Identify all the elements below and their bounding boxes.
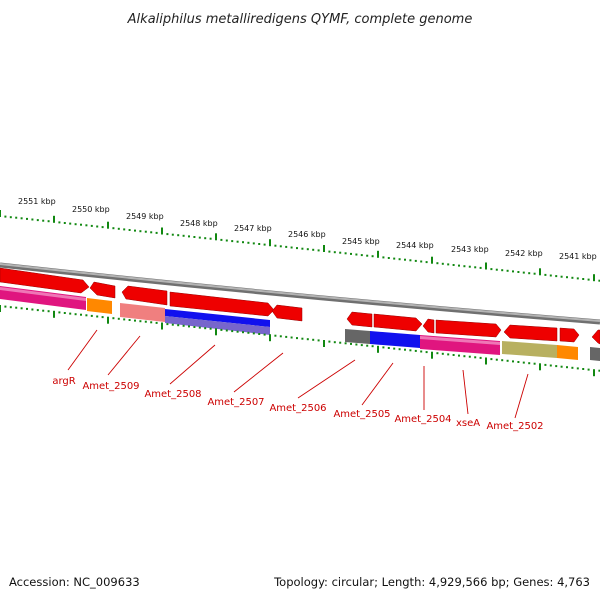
label-connector — [462, 369, 469, 415]
cog-bar — [345, 329, 370, 344]
gene-arrow — [121, 285, 168, 306]
gene-label-amet-2509: Amet_2509 — [82, 381, 139, 392]
cog-category-bars — [0, 286, 600, 361]
kbp-label-2551: 2551 kbp — [18, 197, 56, 206]
label-connector — [169, 344, 216, 385]
kbp-label-2546: 2546 kbp — [288, 230, 326, 239]
gene-label-amet-2505: Amet_2505 — [333, 409, 390, 420]
kbp-label-2549: 2549 kbp — [126, 212, 164, 221]
outer-scale-ticks — [0, 210, 600, 282]
gene-label-xseA: xseA — [456, 418, 480, 429]
gene-label-amet-2504: Amet_2504 — [394, 414, 451, 425]
kbp-label-2548: 2548 kbp — [180, 219, 218, 228]
topology-text: Topology: circular; Length: 4,929,566 bp… — [274, 575, 590, 589]
gene-arrow — [559, 327, 580, 343]
gene-arrow — [169, 291, 275, 317]
gene-arrow — [435, 319, 502, 338]
cog-bar — [87, 298, 112, 314]
label-connector — [107, 335, 141, 376]
inner-scale-ticks — [0, 305, 600, 377]
label-connector — [361, 362, 394, 406]
gene-labels: argR Amet_2509 Amet_2508 Amet_2507 Amet_… — [52, 376, 543, 432]
gene-label-amet-2506: Amet_2506 — [269, 403, 326, 414]
kbp-label-2544: 2544 kbp — [396, 241, 434, 250]
gene-arrow — [373, 313, 423, 332]
cog-bar — [165, 309, 270, 327]
gene-arrow — [591, 329, 600, 345]
gene-arrow — [271, 304, 303, 322]
gene-arrow — [422, 318, 435, 334]
kbp-label-2547: 2547 kbp — [234, 224, 272, 233]
cog-bar — [0, 287, 86, 301]
kbp-labels: 2551 kbp 2550 kbp 2549 kbp 2548 kbp 2547… — [18, 197, 597, 261]
label-connectors — [67, 329, 529, 419]
gene-label-argR: argR — [52, 376, 75, 387]
kbp-label-2550: 2550 kbp — [72, 205, 110, 214]
gene-label-amet-2502: Amet_2502 — [486, 421, 543, 432]
gene-arrows — [0, 267, 600, 345]
cog-bar — [420, 336, 500, 345]
gene-label-amet-2507: Amet_2507 — [207, 397, 264, 408]
gene-arrow — [503, 324, 558, 342]
kbp-label-2542: 2542 kbp — [505, 249, 543, 258]
gene-arrow — [89, 281, 116, 299]
label-connector — [67, 329, 98, 371]
cog-bar — [557, 345, 578, 360]
kbp-label-2541: 2541 kbp — [559, 252, 597, 261]
kbp-label-2545: 2545 kbp — [342, 237, 380, 246]
kbp-label-2543: 2543 kbp — [451, 245, 489, 254]
cog-bar — [120, 303, 165, 322]
gene-arrow — [346, 311, 373, 328]
cog-bar — [502, 341, 557, 358]
map-title: Alkaliphilus metalliredigens QYMF, compl… — [127, 12, 473, 27]
label-connector — [233, 352, 284, 393]
accession-text: Accession: NC_009633 — [9, 575, 140, 589]
gene-label-amet-2508: Amet_2508 — [144, 389, 201, 400]
gene-arrow — [0, 267, 90, 294]
cog-bar — [370, 331, 420, 348]
label-connector — [514, 373, 529, 419]
label-connector — [297, 359, 356, 399]
cog-bar — [165, 316, 270, 335]
cog-bar — [590, 347, 600, 361]
genome-backbone — [0, 262, 600, 325]
